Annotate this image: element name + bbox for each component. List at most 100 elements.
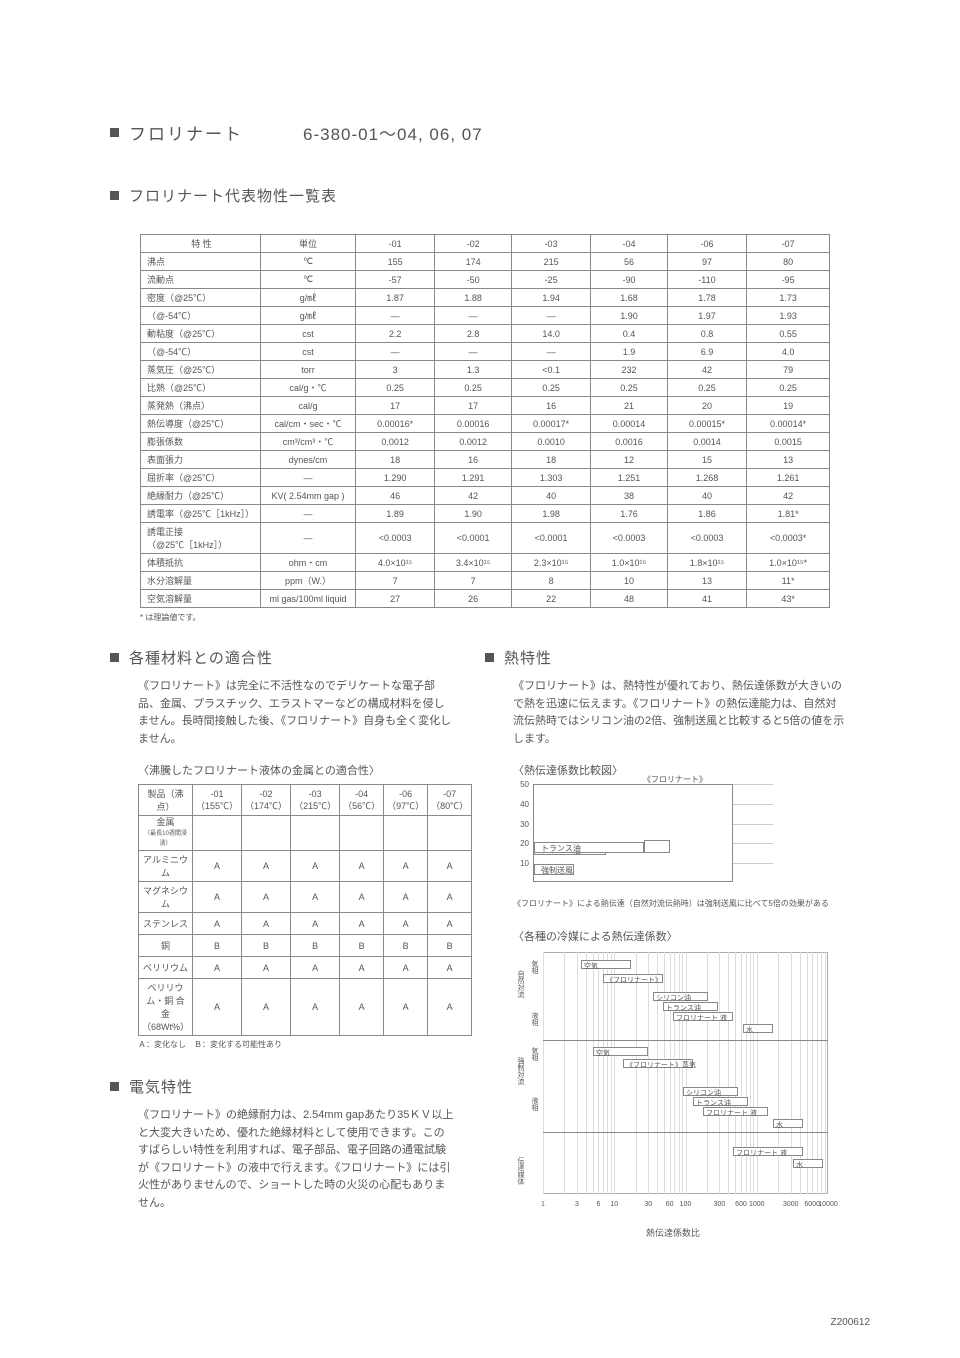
bullet-icon [110,1082,119,1091]
cell: B [291,935,340,957]
cell: — [261,469,356,487]
th: 製品（沸点） [139,785,193,816]
cell: A [340,851,384,882]
cell: 42 [435,487,512,505]
cell: torr [261,361,356,379]
cell: <0.0003 [591,523,668,554]
th-col: -01 [356,235,435,253]
table-row: 動粘度（@25℃）cst2.22.814.00.40.80.55 [141,325,830,343]
cell: ml gas/100ml liquid [261,590,356,608]
cell: A [428,979,472,1036]
cell: 1.81* [747,505,830,523]
th-col: -03 [511,235,590,253]
cell: 56 [591,253,668,271]
cell: 0.25 [435,379,512,397]
cell: 1.86 [667,505,746,523]
cell: 1.251 [591,469,668,487]
cell: A [340,882,384,913]
th-col: -07 [747,235,830,253]
cell: 43* [747,590,830,608]
cell: 誘電正接（@25℃［1kHz］） [141,523,261,554]
cell: — [261,505,356,523]
cell: 1.90 [591,307,668,325]
cell: 0.55 [747,325,830,343]
cell: 215 [511,253,590,271]
cell: 18 [356,451,435,469]
cell: 42 [667,361,746,379]
heat-title: 熱特性 [504,647,552,668]
cell: B [242,935,291,957]
table-row: （@-54℃）g/㎖———1.901.971.93 [141,307,830,325]
cell: g/㎖ [261,289,356,307]
bullet-icon [110,128,119,137]
th: -02（174℃） [242,785,291,816]
cell: アルミニウム [139,851,193,882]
cell: 16 [435,451,512,469]
section-header: 電気特性 [110,1076,455,1097]
cell: A [193,979,242,1036]
cell: cst [261,343,356,361]
table-row: アルミニウムAAAAAA [139,851,472,882]
cell: 97 [667,253,746,271]
cell: 空気溶解量 [141,590,261,608]
cell: 17 [356,397,435,415]
subtitle-row: フロリナート代表物性一覧表 [110,185,870,206]
cell: A [428,882,472,913]
cell: -95 [747,271,830,289]
cell: 銅 [139,935,193,957]
cell: 屈折率（@25℃） [141,469,261,487]
cell: 1.0×10¹⁵* [747,554,830,572]
table-row: 空気溶解量ml gas/100ml liquid272622484143* [141,590,830,608]
cell: 1.290 [356,469,435,487]
cell: A [242,913,291,935]
table-row: 沸点℃155174215569780 [141,253,830,271]
cell: 1.78 [667,289,746,307]
cell: 密度（@25℃） [141,289,261,307]
cell: cal/g・℃ [261,379,356,397]
cell: 2.3×10¹⁵ [511,554,590,572]
table-row: 蒸気圧（@25℃）torr31.3<0.12324279 [141,361,830,379]
table-row: ステンレスAAAAAA [139,913,472,935]
cell: 18 [511,451,590,469]
th: -06（97℃） [384,785,428,816]
cell: -110 [667,271,746,289]
th: -03（215℃） [291,785,340,816]
cell: 7 [356,572,435,590]
cell: <0.1 [511,361,590,379]
cell: 0.00016 [435,415,512,433]
table-row: マグネシウムAAAAAA [139,882,472,913]
cell: <0.0003 [356,523,435,554]
bullet-icon [110,191,119,200]
heat-text: 《フロリナート》は、熱特性が優れており、熱伝達係数が大きいので熱を迅速に伝えます… [485,678,845,748]
cell: 38 [591,487,668,505]
cell: 16 [511,397,590,415]
cell: 0.00015* [667,415,746,433]
chart2-caption: 熱伝達係数比 [513,1226,833,1239]
cell: 0.25 [356,379,435,397]
elec-text: 《フロリナート》の絶縁耐力は、2.54mm gapあたり35ＫＶ以上と大変大きい… [110,1107,455,1213]
cell: 1.68 [591,289,668,307]
cell: 26 [435,590,512,608]
cell: — [511,343,590,361]
compat-title: 各種材料との適合性 [129,647,273,668]
cell: 1.291 [435,469,512,487]
cell: cm³/cm³・℃ [261,433,356,451]
cell: 1.261 [747,469,830,487]
th: 金属（最長10週間浸漬） [139,816,193,851]
cell: 蒸発熱（沸点） [141,397,261,415]
cell: A [291,913,340,935]
cell: 2.2 [356,325,435,343]
cell: 0.0012 [435,433,512,451]
cell: A [340,979,384,1036]
cell: 0.25 [511,379,590,397]
cell: 3 [356,361,435,379]
th-col: -02 [435,235,512,253]
cell: <0.0003* [747,523,830,554]
cell: A [340,913,384,935]
cell: 6.9 [667,343,746,361]
cell: 0.8 [667,325,746,343]
cell: 17 [435,397,512,415]
product-code: 6-380-01～04, 06, 07 [303,120,483,145]
cell: <0.0001 [511,523,590,554]
cell: A [242,882,291,913]
